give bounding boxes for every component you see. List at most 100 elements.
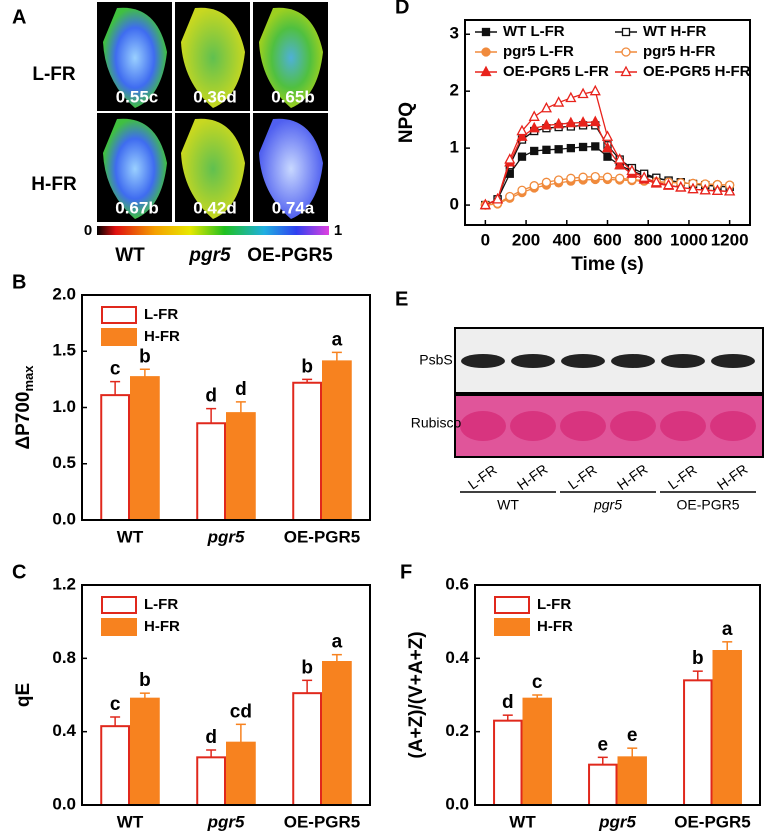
blot-band	[511, 354, 555, 368]
panel-label: A	[12, 6, 26, 28]
blot-band	[611, 354, 655, 368]
panel-label: C	[12, 561, 26, 583]
significance-letter: b	[139, 346, 151, 367]
leaf-value: 0.36d	[193, 87, 236, 106]
y-tick-label: 2	[450, 81, 459, 100]
bar	[588, 763, 618, 807]
plot-frame	[81, 584, 371, 806]
y-axis-label: ΔP700max	[13, 365, 36, 450]
colorbar-max: 1	[334, 222, 342, 239]
x-tick-label: 600	[593, 230, 621, 249]
y-tick-label: 1.2	[52, 574, 76, 593]
legend-swatch	[101, 596, 137, 614]
legend-marker	[480, 65, 492, 77]
marker	[504, 153, 516, 164]
leaf-value: 0.67b	[115, 198, 158, 217]
y-tick-label: 1.0	[52, 397, 76, 416]
marker	[615, 173, 625, 183]
marker	[590, 171, 600, 182]
marker	[565, 91, 577, 103]
significance-letter: d	[235, 379, 247, 400]
x-tick-label: WT	[117, 527, 144, 546]
y-tick-label: 0.0	[445, 794, 469, 813]
bar	[100, 725, 130, 807]
panel-label: D	[395, 0, 409, 18]
x-tick-label: 800	[634, 230, 662, 249]
blot-band	[711, 354, 755, 368]
leaf	[181, 118, 245, 219]
marker	[601, 130, 614, 141]
bar	[522, 697, 552, 807]
marker	[626, 164, 638, 176]
legend-swatch	[101, 618, 137, 636]
y-tick-label: 0	[450, 195, 459, 214]
legend-swatch	[494, 618, 530, 636]
lane-label: H-FR	[514, 461, 551, 493]
bar	[226, 741, 256, 807]
blot-band	[710, 411, 756, 441]
bar	[712, 650, 742, 806]
legend-label: L-FR	[537, 596, 571, 613]
y-tick-label: 2.0	[52, 284, 76, 303]
significance-letter: b	[301, 657, 313, 678]
legend-swatch	[101, 306, 137, 324]
legend-label: WT H-FR	[643, 23, 706, 40]
y-axis-label: NPQ	[396, 102, 417, 143]
column-label: OE-PGR5	[247, 245, 333, 266]
y-tick-label: 0.8	[52, 648, 76, 667]
x-tick-label: OE-PGR5	[284, 527, 361, 546]
column-label: WT	[115, 245, 145, 266]
bar	[130, 697, 160, 807]
group-label: OE-PGR5	[676, 497, 739, 513]
marker	[578, 172, 588, 182]
significance-letter: c	[532, 672, 543, 693]
blot-band	[661, 354, 705, 368]
band-label: PsbS	[419, 352, 452, 368]
significance-letter: b	[692, 648, 704, 669]
marker	[577, 116, 589, 127]
leaf-value: 0.42d	[193, 198, 236, 217]
bar	[322, 360, 352, 521]
group-label: pgr5	[593, 497, 622, 513]
significance-letter: a	[332, 329, 343, 350]
bar	[292, 692, 322, 807]
marker	[530, 146, 539, 156]
significance-letter: d	[205, 386, 217, 407]
significance-letter: b	[301, 356, 313, 377]
panel-label: B	[12, 271, 26, 293]
marker	[603, 152, 612, 161]
significance-letter: c	[110, 694, 121, 715]
significance-letter: cd	[230, 701, 252, 722]
blot-band	[561, 354, 605, 368]
legend-label: OE-PGR5 H-FR	[643, 63, 751, 80]
blot-band	[460, 411, 506, 441]
marker	[540, 101, 553, 113]
marker	[601, 141, 614, 153]
y-tick-label: 0.0	[52, 794, 76, 813]
legend-label: H-FR	[144, 328, 180, 345]
column-label: pgr5	[188, 245, 231, 266]
x-tick-label: OE-PGR5	[674, 812, 751, 831]
x-axis-label: Time (s)	[571, 254, 644, 275]
x-tick-label: 1000	[670, 230, 708, 249]
marker	[662, 178, 675, 190]
x-tick-label: WT	[509, 812, 536, 831]
marker	[591, 142, 600, 151]
lane-label: L-FR	[565, 461, 600, 492]
bar	[322, 661, 352, 806]
y-axis-label-text: ΔP700	[13, 392, 34, 450]
y-tick-label: 1	[450, 138, 459, 157]
x-tick-label: OE-PGR5	[284, 812, 361, 831]
marker	[578, 142, 588, 152]
y-axis-label: (A+Z)/(V+A+Z)	[406, 631, 427, 758]
x-tick-label: pgr5	[207, 812, 245, 831]
legend-label: H-FR	[537, 618, 573, 635]
legend-label: pgr5 L-FR	[503, 43, 574, 60]
significance-letter: b	[139, 670, 151, 691]
leaf-value: 0.65b	[271, 87, 314, 106]
significance-letter: a	[722, 619, 733, 640]
y-axis-label-sub: max	[21, 365, 36, 392]
y-axis-label-text: (A+Z)/(V+A+Z)	[406, 631, 427, 758]
y-tick-label: 1.5	[52, 341, 76, 360]
bar	[617, 756, 647, 806]
